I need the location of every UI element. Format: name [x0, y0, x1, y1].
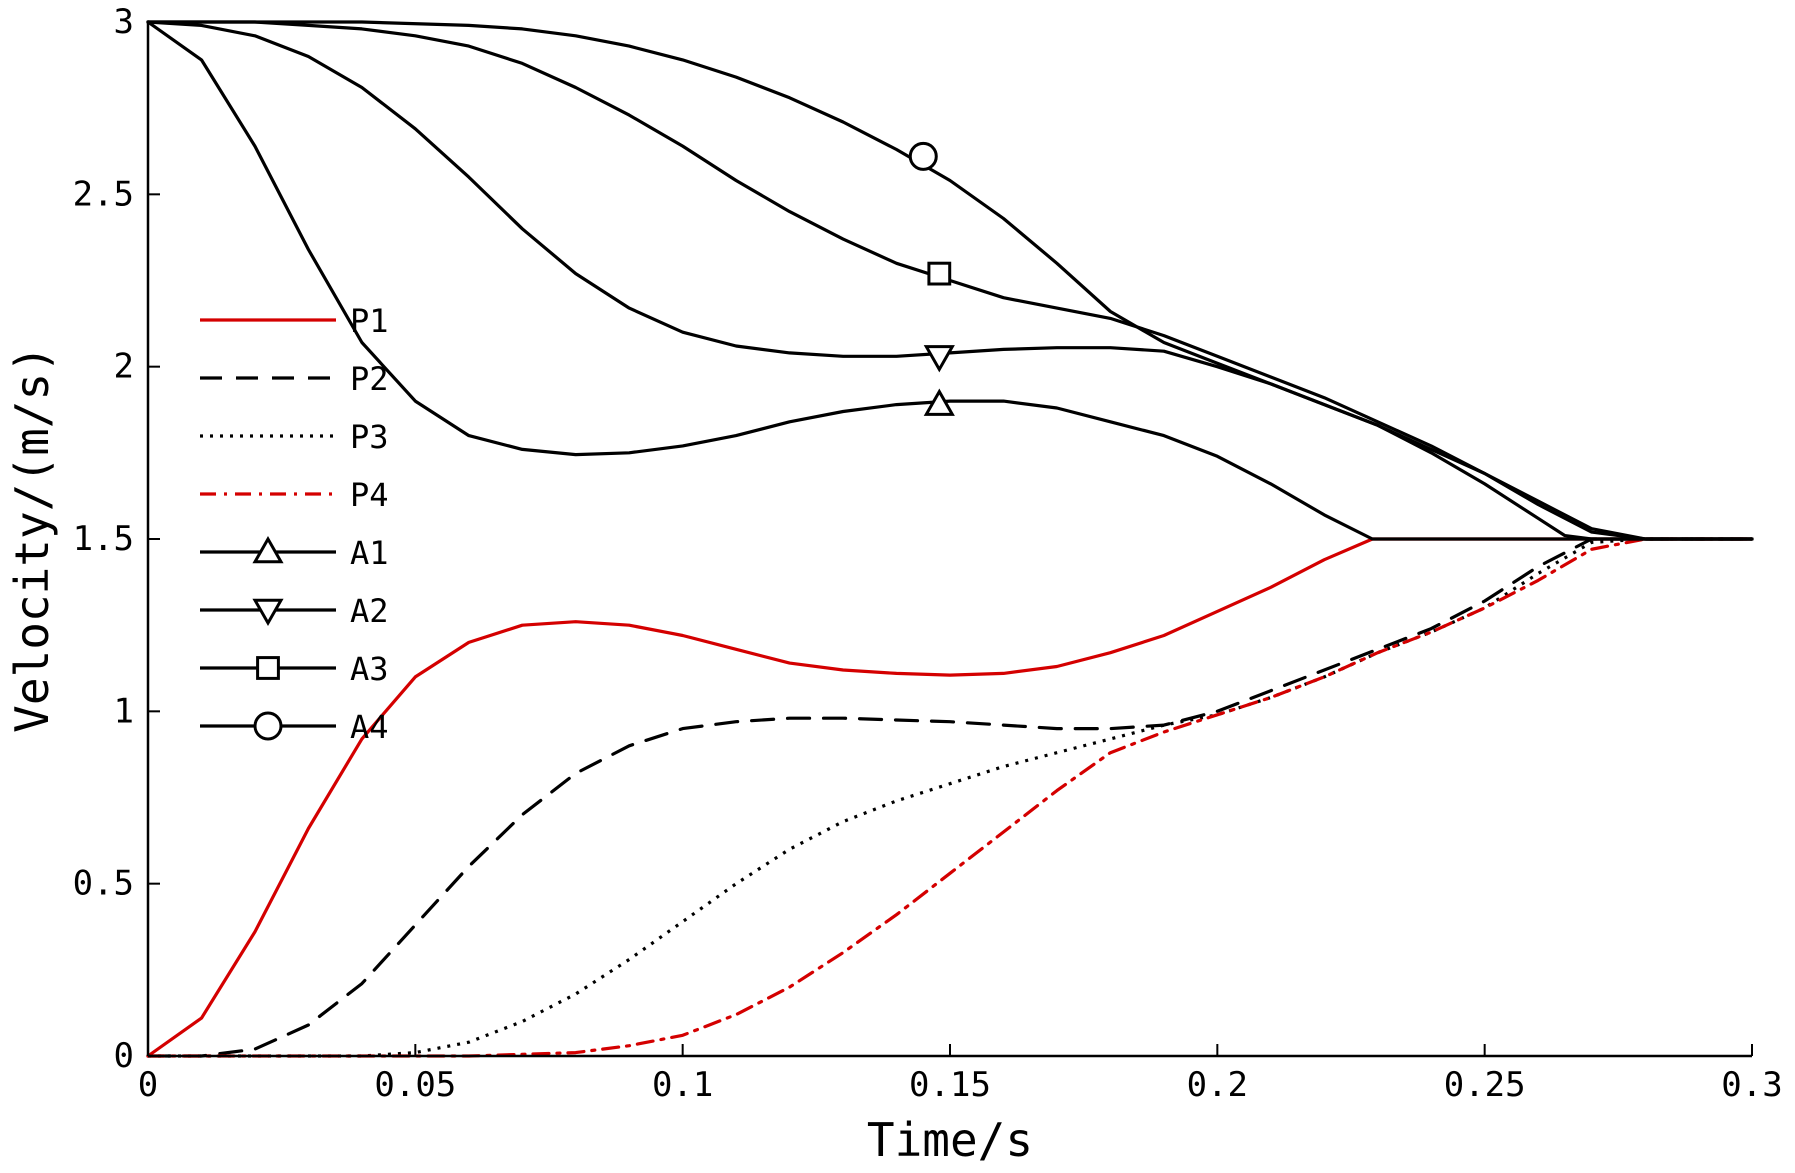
series-line-a2 [146, 20, 1754, 541]
legend-label-p1: P1 [350, 302, 389, 340]
y-tick-label: 2.5 [73, 174, 134, 214]
series-line-p1 [146, 537, 1754, 1058]
series-line-p3 [148, 537, 1752, 1058]
series-line-p4 [146, 537, 1754, 1058]
legend-label-p4: P4 [350, 476, 389, 514]
series-marker-a3 [927, 261, 952, 286]
legend: P1 P2 P3 P4 A1 A2 A3 A4 [200, 302, 389, 746]
legend-marker-a3 [256, 656, 280, 680]
legend-marker-a2 [252, 598, 284, 627]
x-tick-label: 0.1 [652, 1065, 713, 1105]
x-tick-label: 0.25 [1444, 1065, 1526, 1105]
y-axis-title: Velocity/(m/s) [5, 345, 59, 733]
x-tick-label: 0.3 [1721, 1065, 1782, 1105]
y-tick-label: 1 [114, 691, 134, 731]
y-tick-label: 0.5 [73, 864, 134, 904]
legend-label-a4: A4 [350, 708, 389, 746]
series-line-p2 [146, 537, 1754, 1058]
x-tick-label: 0.2 [1187, 1065, 1248, 1105]
series-marker-a4 [908, 141, 938, 171]
y-tick-label: 2 [114, 347, 134, 387]
legend-label-p3: P3 [350, 418, 389, 456]
x-tick-label: 0.15 [909, 1065, 991, 1105]
x-tick-label: 0.05 [374, 1065, 456, 1105]
ticks: 0 0.05 0.1 0.15 0.2 0.25 0.3 0 0.5 1 1.5 2 2.5 3 [73, 2, 1783, 1105]
legend-label-a1: A1 [350, 534, 389, 572]
y-tick-label: 3 [114, 2, 134, 42]
y-tick-label: 1.5 [73, 519, 134, 559]
x-tick-label: 0 [138, 1065, 158, 1105]
series-marker-a2 [923, 345, 955, 373]
plot-lines [146, 20, 1754, 1058]
legend-label-a3: A3 [350, 650, 389, 688]
legend-label-p2: P2 [350, 360, 389, 398]
series-marker-a1 [923, 388, 955, 416]
legend-marker-a4 [253, 711, 283, 741]
series-line-a4 [146, 20, 1754, 541]
legend-marker-a1 [252, 535, 284, 564]
legend-label-a2: A2 [350, 592, 389, 630]
x-axis-title: Time/s [867, 1113, 1033, 1167]
series-line-a1 [146, 20, 1754, 541]
y-tick-label: 0 [114, 1036, 134, 1076]
